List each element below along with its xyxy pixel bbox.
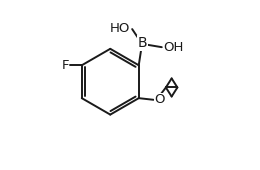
Text: HO: HO — [110, 22, 131, 35]
Text: OH: OH — [164, 41, 184, 54]
Text: B: B — [137, 36, 147, 50]
Text: F: F — [62, 59, 69, 72]
Text: O: O — [154, 93, 165, 106]
